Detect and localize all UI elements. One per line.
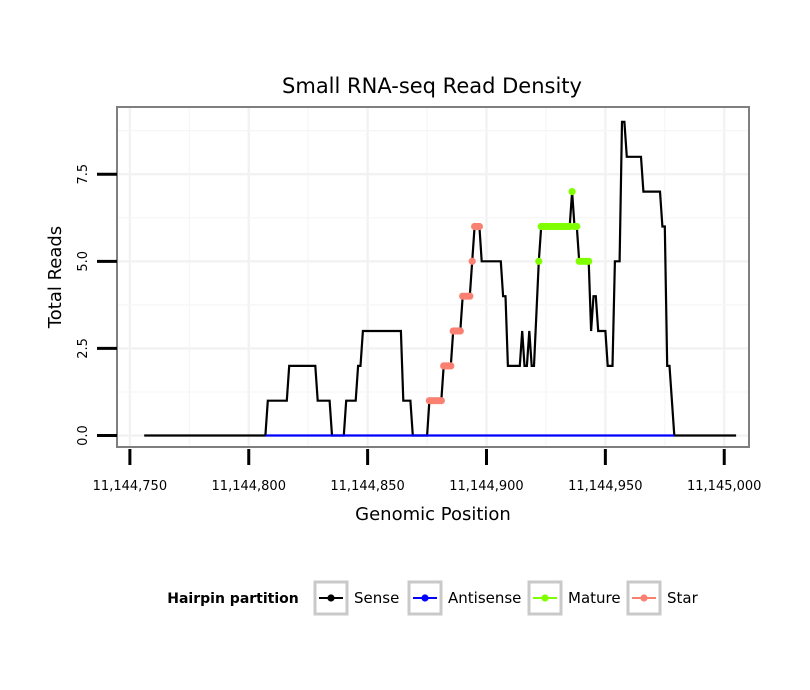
- point-mature: [585, 257, 593, 265]
- y-tick-label: 2.5: [76, 338, 91, 359]
- point-star: [456, 327, 464, 335]
- legend-key-point: [421, 594, 429, 602]
- legend-item-antisense: Antisense: [407, 580, 521, 616]
- point-star: [468, 257, 476, 265]
- point-star: [466, 292, 474, 300]
- y-axis: 0.0 2.5 5.0 7.5: [76, 164, 117, 446]
- y-tick-label: 0.0: [76, 425, 91, 446]
- legend-key-point: [541, 594, 549, 602]
- point-star: [437, 397, 445, 405]
- plot-panel: [116, 106, 750, 448]
- y-axis-label: Total Reads: [45, 226, 66, 329]
- legend-title: Hairpin partition: [167, 591, 298, 607]
- legend-item-sense: Sense: [313, 580, 399, 616]
- x-tick-label: 11,144,950: [568, 479, 642, 494]
- series-line-sense: [144, 120, 737, 437]
- legend-label: Star: [667, 589, 699, 607]
- legend-key-point: [327, 594, 335, 602]
- legend-label: Sense: [354, 589, 399, 607]
- legend-label: Antisense: [448, 589, 521, 607]
- point-mature: [573, 222, 581, 231]
- legend-item-mature: Mature: [527, 580, 621, 616]
- point-mature: [535, 257, 543, 265]
- y-tick-label: 7.5: [76, 164, 91, 185]
- x-tick-label: 11,144,850: [330, 479, 404, 494]
- y-tick-label: 5.0: [76, 251, 91, 272]
- x-tick-label: 11,145,000: [687, 479, 761, 494]
- point-mature: [568, 188, 576, 196]
- x-tick-label: 11,144,800: [212, 479, 286, 494]
- x-tick-label: 11,144,750: [93, 479, 167, 494]
- x-axis: 11,144,750 11,144,800 11,144,850 11,144,900…: [93, 449, 761, 494]
- legend-label: Mature: [568, 589, 621, 607]
- point-star: [475, 222, 483, 231]
- series-layer: [144, 120, 737, 437]
- legend-item-star: Star: [626, 580, 699, 616]
- x-axis-label: Genomic Position: [355, 504, 511, 525]
- chart-title: Small RNA-seq Read Density: [282, 74, 582, 98]
- legend-key-point: [640, 594, 648, 602]
- point-star: [447, 362, 455, 370]
- legend: Hairpin partition Sense Antisense Mature St…: [167, 580, 699, 616]
- x-tick-label: 11,144,900: [449, 479, 523, 494]
